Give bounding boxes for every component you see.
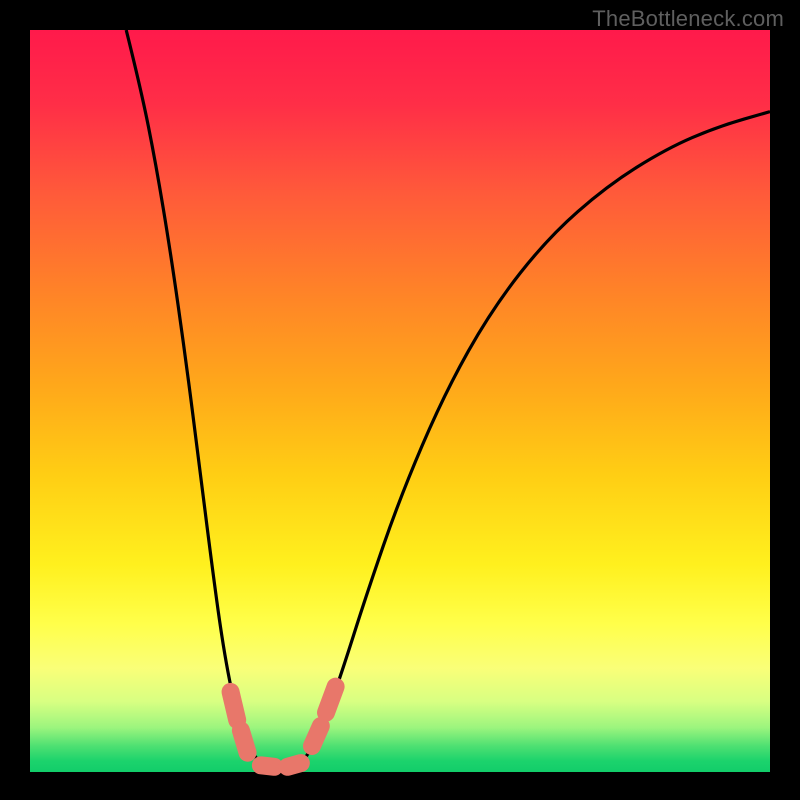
bottleneck-curve <box>30 30 770 772</box>
marker-point <box>261 765 274 766</box>
curve-markers <box>231 687 336 767</box>
watermark: TheBottleneck.com <box>592 6 784 32</box>
marker-point <box>312 726 321 746</box>
marker-point <box>231 692 238 720</box>
marker-point <box>288 763 301 767</box>
curve-path <box>126 30 770 768</box>
marker-point <box>326 687 336 713</box>
marker-point <box>241 730 248 752</box>
chart-plot-area <box>30 30 770 772</box>
